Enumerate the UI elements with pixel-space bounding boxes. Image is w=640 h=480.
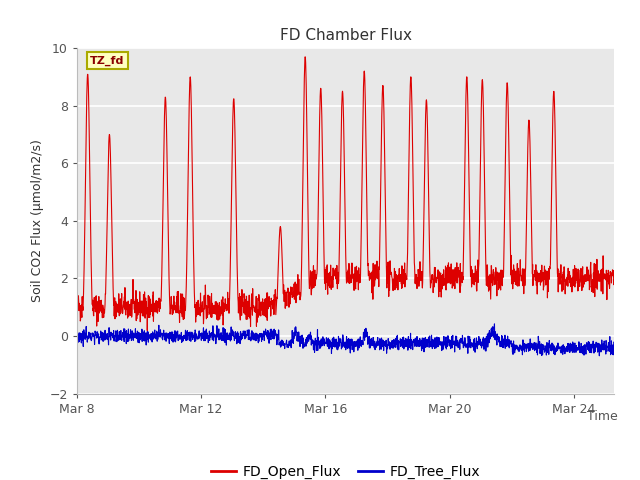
FD_Tree_Flux	[73, 336, 81, 341]
FD_Open_Flux	[497, 287, 504, 293]
FD_Tree_Flux	[595, 340, 603, 346]
FD_Open_Flux	[100, 307, 108, 312]
FD_Open_Flux	[335, 278, 342, 284]
Legend: FD_Open_Flux, FD_Tree_Flux: FD_Open_Flux, FD_Tree_Flux	[205, 459, 486, 480]
Line: FD_Tree_Flux: FD_Tree_Flux	[77, 324, 614, 356]
Title: FD Chamber Flux: FD Chamber Flux	[280, 28, 412, 43]
FD_Open_Flux	[321, 277, 328, 283]
FD_Open_Flux	[73, 301, 81, 307]
Text: Time: Time	[587, 410, 618, 423]
FD_Open_Flux	[611, 281, 618, 287]
FD_Tree_Flux	[595, 347, 603, 352]
FD_Open_Flux	[595, 278, 603, 284]
FD_Tree_Flux	[595, 353, 603, 359]
FD_Tree_Flux	[334, 345, 342, 351]
FD_Tree_Flux	[491, 321, 499, 327]
FD_Tree_Flux	[100, 336, 108, 342]
FD_Open_Flux	[143, 328, 151, 334]
FD_Tree_Flux	[497, 338, 504, 344]
FD_Tree_Flux	[611, 343, 618, 349]
FD_Open_Flux	[595, 274, 603, 279]
Text: TZ_fd: TZ_fd	[90, 56, 125, 66]
FD_Tree_Flux	[320, 336, 328, 342]
Line: FD_Open_Flux: FD_Open_Flux	[77, 57, 614, 331]
Y-axis label: Soil CO2 Flux (μmol/m2/s): Soil CO2 Flux (μmol/m2/s)	[31, 139, 44, 302]
FD_Open_Flux	[301, 54, 309, 60]
